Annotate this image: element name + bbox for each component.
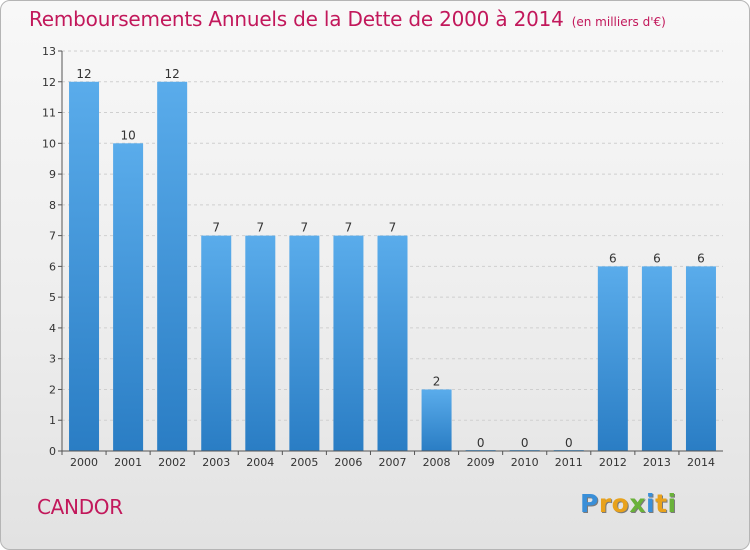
- y-tick-label: 10: [42, 137, 56, 150]
- x-tick-label: 2001: [114, 456, 142, 469]
- bar: [201, 235, 232, 451]
- bar: [157, 81, 188, 452]
- y-tick-label: 7: [49, 230, 56, 243]
- y-tick-label: 8: [49, 199, 56, 212]
- x-tick-label: 2010: [511, 456, 539, 469]
- bar: [245, 235, 276, 451]
- x-tick-label: 2014: [687, 456, 715, 469]
- logo-letter: o: [611, 489, 630, 518]
- bars: 12 10 12 7 7 7 7 7 2 0 0 0 6 6 6: [69, 67, 716, 452]
- proxiti-logo: Proxiti: [580, 489, 677, 518]
- x-tick-label: 2009: [467, 456, 495, 469]
- x-tick-label: 2013: [643, 456, 671, 469]
- bar: [597, 266, 628, 451]
- bar-value-label: 6: [697, 251, 705, 265]
- logo-letter: x: [629, 489, 646, 518]
- bar-value-label: 0: [477, 436, 485, 450]
- y-tick-label: 11: [42, 107, 56, 120]
- y-tick-label: 3: [49, 353, 56, 366]
- bar-value-label: 7: [256, 221, 264, 235]
- bar-value-label: 12: [165, 67, 180, 81]
- y-tick-label: 9: [49, 168, 56, 181]
- x-tick-label: 2002: [158, 456, 186, 469]
- y-tick-label: 5: [49, 291, 56, 304]
- bar: [421, 389, 452, 451]
- bar-value-label: 7: [389, 221, 397, 235]
- y-tick-label: 1: [49, 414, 56, 427]
- y-tick-label: 12: [42, 76, 56, 89]
- bar-value-label: 6: [609, 251, 617, 265]
- bar: [113, 143, 144, 452]
- bar-value-label: 0: [565, 436, 573, 450]
- bar-value-label: 7: [301, 221, 309, 235]
- bar: [377, 235, 408, 451]
- y-tick-label: 6: [49, 260, 56, 273]
- x-tick-label: 2006: [334, 456, 362, 469]
- logo-letter: i: [667, 489, 677, 518]
- x-tick-label: 2008: [423, 456, 451, 469]
- logo-letter: P: [580, 489, 599, 518]
- bar-value-label: 7: [212, 221, 220, 235]
- x-tick-label: 2003: [202, 456, 230, 469]
- x-tick-label: 2012: [599, 456, 627, 469]
- y-tick-label: 13: [42, 45, 56, 58]
- title-text: Remboursements Annuels de la Dette de 20…: [29, 7, 564, 31]
- bar: [685, 266, 716, 451]
- logo-letter: r: [598, 489, 612, 518]
- x-tick-label: 2011: [555, 456, 583, 469]
- y-tick-label: 2: [49, 383, 56, 396]
- bar: [69, 81, 100, 452]
- x-tick-label: 2004: [246, 456, 274, 469]
- bar-value-label: 7: [345, 221, 353, 235]
- unit-label: (en milliers d'€): [571, 15, 666, 29]
- logo-letter: i: [646, 489, 656, 518]
- bar: [333, 235, 364, 451]
- bar-value-label: 6: [653, 251, 661, 265]
- y-tick-label: 4: [49, 322, 56, 335]
- commune-name: CANDOR: [37, 495, 123, 519]
- bar: [289, 235, 320, 451]
- x-tick-label: 2000: [70, 456, 98, 469]
- bar-value-label: 10: [120, 128, 135, 142]
- chart-title: Remboursements Annuels de la Dette de 20…: [29, 7, 666, 31]
- y-tick-label: 0: [49, 445, 56, 458]
- bar-value-label: 12: [76, 67, 91, 81]
- bar-value-label: 2: [433, 374, 441, 388]
- logo-letter: t: [655, 489, 668, 518]
- bar: [641, 266, 672, 451]
- x-tick-label: 2007: [379, 456, 407, 469]
- bar-value-label: 0: [521, 436, 529, 450]
- x-tick-label: 2005: [290, 456, 318, 469]
